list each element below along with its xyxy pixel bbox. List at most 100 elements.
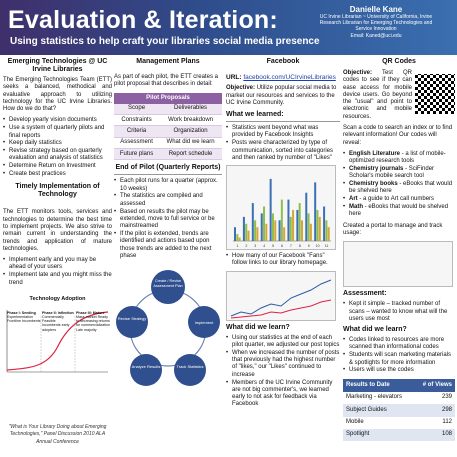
- portal-screenshot: [343, 241, 453, 288]
- table-cell: Spotlight: [343, 428, 415, 442]
- chart-bar: [318, 217, 321, 242]
- chart-bar: [234, 227, 237, 242]
- chart-bar: [254, 220, 257, 242]
- table-cell: Criteria: [114, 125, 160, 138]
- code-name: Art: [349, 196, 358, 203]
- phase-name: Phase I: Seeding: [7, 310, 36, 315]
- qr-codes-list: English Literature - a list of mobile-op…: [343, 151, 455, 219]
- section-title-assessment: Assessment:: [343, 290, 387, 298]
- chart-bar: [316, 210, 319, 242]
- list-item: If the pilot is extended, trends are ide…: [114, 231, 222, 260]
- chart-bar: [242, 217, 245, 242]
- list-item: Create best practices: [3, 171, 112, 179]
- table-row: Subject Guides 298: [343, 404, 455, 417]
- results-table: Results to Date # of Views Marketing - e…: [343, 378, 455, 442]
- code-text: - SciFinder Scholar's mobile search tool: [349, 166, 435, 180]
- list-item: Statistics went beyond what was provided…: [226, 125, 340, 140]
- list-item: Math - eBooks that would be shelved here: [343, 204, 455, 219]
- fan-growth-chart: [226, 270, 336, 321]
- adoption-title: Technology Adoption: [29, 295, 86, 302]
- code-name: Chemistry books: [349, 181, 398, 188]
- facebook-link[interactable]: facebook.com/UCIrvineLibraries: [243, 74, 336, 81]
- chart-bar: [296, 210, 299, 242]
- phase-1: Phase I: Seeding Experimentation Frontli…: [7, 311, 41, 324]
- chart-bar: [263, 206, 266, 242]
- table-cell: Deliverables: [159, 103, 222, 116]
- chart-bar: [305, 192, 308, 242]
- code-text: - a list of mobile-optimized research to…: [349, 150, 446, 165]
- x-tick-label: 3: [254, 244, 256, 248]
- x-tick-label: 9: [308, 244, 310, 248]
- column-qr-codes: QR Codes Objective: Test QR codes to see…: [343, 58, 455, 442]
- x-tick-label: 5: [272, 244, 274, 248]
- x-tick-label: 1: [236, 244, 238, 248]
- phase-text: Commercially Feasible Incumbents early a…: [42, 315, 70, 332]
- chart-bar: [265, 223, 268, 242]
- chart-caption-list: How many of our Facebook "Fans" follow l…: [226, 253, 340, 268]
- column-management: Management Plans As part of each pilot, …: [114, 58, 222, 394]
- code-name: Math: [349, 204, 363, 211]
- bar-chart: 1 2 3 4 5 6 7 8 9 10 11: [233, 179, 331, 248]
- phase-3: Phase III: Mature Mass market Ready to d…: [76, 311, 110, 332]
- list-item: Kept it simple – tracked number of scans…: [343, 301, 455, 323]
- results-header-label: Results to Date: [343, 378, 415, 392]
- column-emerging-tech: Emerging Technologies @ UC Irvine Librar…: [3, 58, 112, 445]
- qr-objective: Objective: Test QR codes to see if they …: [343, 70, 412, 121]
- list-item: Chemistry journals - SciFinder Scholar's…: [343, 166, 455, 181]
- table-row: Scope Deliverables: [114, 103, 222, 116]
- table-cell: 239: [441, 394, 452, 401]
- table-cell: Scope: [114, 103, 160, 116]
- chart-bar: [278, 220, 281, 242]
- table-cell: 298: [414, 404, 455, 417]
- chart-bar: [323, 206, 326, 242]
- list-item: Based on results the pilot may be extend…: [114, 209, 222, 231]
- x-tick-label: 8: [299, 244, 301, 248]
- code-name: Chemistry journals: [349, 166, 404, 173]
- portal-text: Created a portal to manage and track usa…: [343, 222, 443, 236]
- results-header-views: # of Views: [414, 378, 455, 392]
- list-item: Keep daily statistics: [3, 140, 112, 148]
- poster-title: Evaluation & Iteration:: [8, 6, 278, 34]
- objective-text: Utilize popular social media to market o…: [226, 85, 337, 106]
- section-title-timely: Timely Implementation of Technology: [15, 183, 100, 199]
- learned2-bullets: Using our statistics at the end of each …: [226, 335, 340, 409]
- code-name: English Literature: [349, 150, 401, 157]
- chart-bar: [269, 179, 272, 242]
- x-tick-label: 4: [263, 244, 265, 248]
- table-cell: Future plans: [114, 148, 160, 161]
- x-tick-label: 7: [290, 244, 292, 248]
- facebook-objective: Objective: Utilize popular social media …: [226, 85, 340, 107]
- objective-label: Objective:: [343, 70, 373, 76]
- phase-name: Phase III: Mature: [76, 310, 105, 315]
- list-item: Develop yearly vision documents: [3, 117, 112, 125]
- ett-bullets: Develop yearly vision documents Use a sy…: [3, 117, 112, 178]
- timely-text: The ETT monitors tools, services and tec…: [3, 209, 112, 252]
- list-item: Use a system of quarterly pilots and fin…: [3, 125, 112, 140]
- timely-bullets: Implement early and you may be ahead of …: [3, 257, 112, 287]
- list-item: English Literature - a list of mobile-op…: [343, 151, 455, 166]
- assessment-bullets: Kept it simple – tracked number of scans…: [343, 301, 455, 323]
- objective-label: Objective:: [226, 85, 256, 92]
- end-pilot-bullets: Each pilot runs for a quarter (approx. 1…: [114, 178, 222, 260]
- citation: "What is Your Library Doing about Emergi…: [8, 424, 107, 445]
- table-cell: Constraints: [114, 114, 160, 127]
- qr-code-image[interactable]: [415, 74, 455, 114]
- chart-bar: [245, 223, 248, 242]
- list-item: Implement early and you may be ahead of …: [3, 257, 112, 272]
- list-item: Using our statistics at the end of each …: [226, 335, 340, 350]
- table-cell: 108: [414, 428, 455, 442]
- cycle-node: Track Statistics: [174, 354, 206, 387]
- chart-bar: [325, 220, 328, 242]
- author-name: Danielle Kane: [349, 5, 403, 14]
- table-cell: Work breakdown: [159, 114, 222, 127]
- section-title-learned: What we learned:: [226, 111, 340, 123]
- chart-bar: [274, 220, 277, 242]
- list-item: When we increased the number of posts th…: [226, 350, 340, 379]
- list-item: Chemistry books - eBooks that would be s…: [343, 181, 455, 196]
- chart-bar: [298, 203, 301, 242]
- adoption-diagram: Technology Adoption Phase I: Seeding Exp…: [3, 295, 112, 385]
- chart-bar: [307, 213, 310, 242]
- code-text: - a guide to Art call numbers: [357, 196, 435, 203]
- code-text: - eBooks that would be shelved here: [349, 181, 453, 195]
- table-cell: Subject Guides: [343, 404, 415, 417]
